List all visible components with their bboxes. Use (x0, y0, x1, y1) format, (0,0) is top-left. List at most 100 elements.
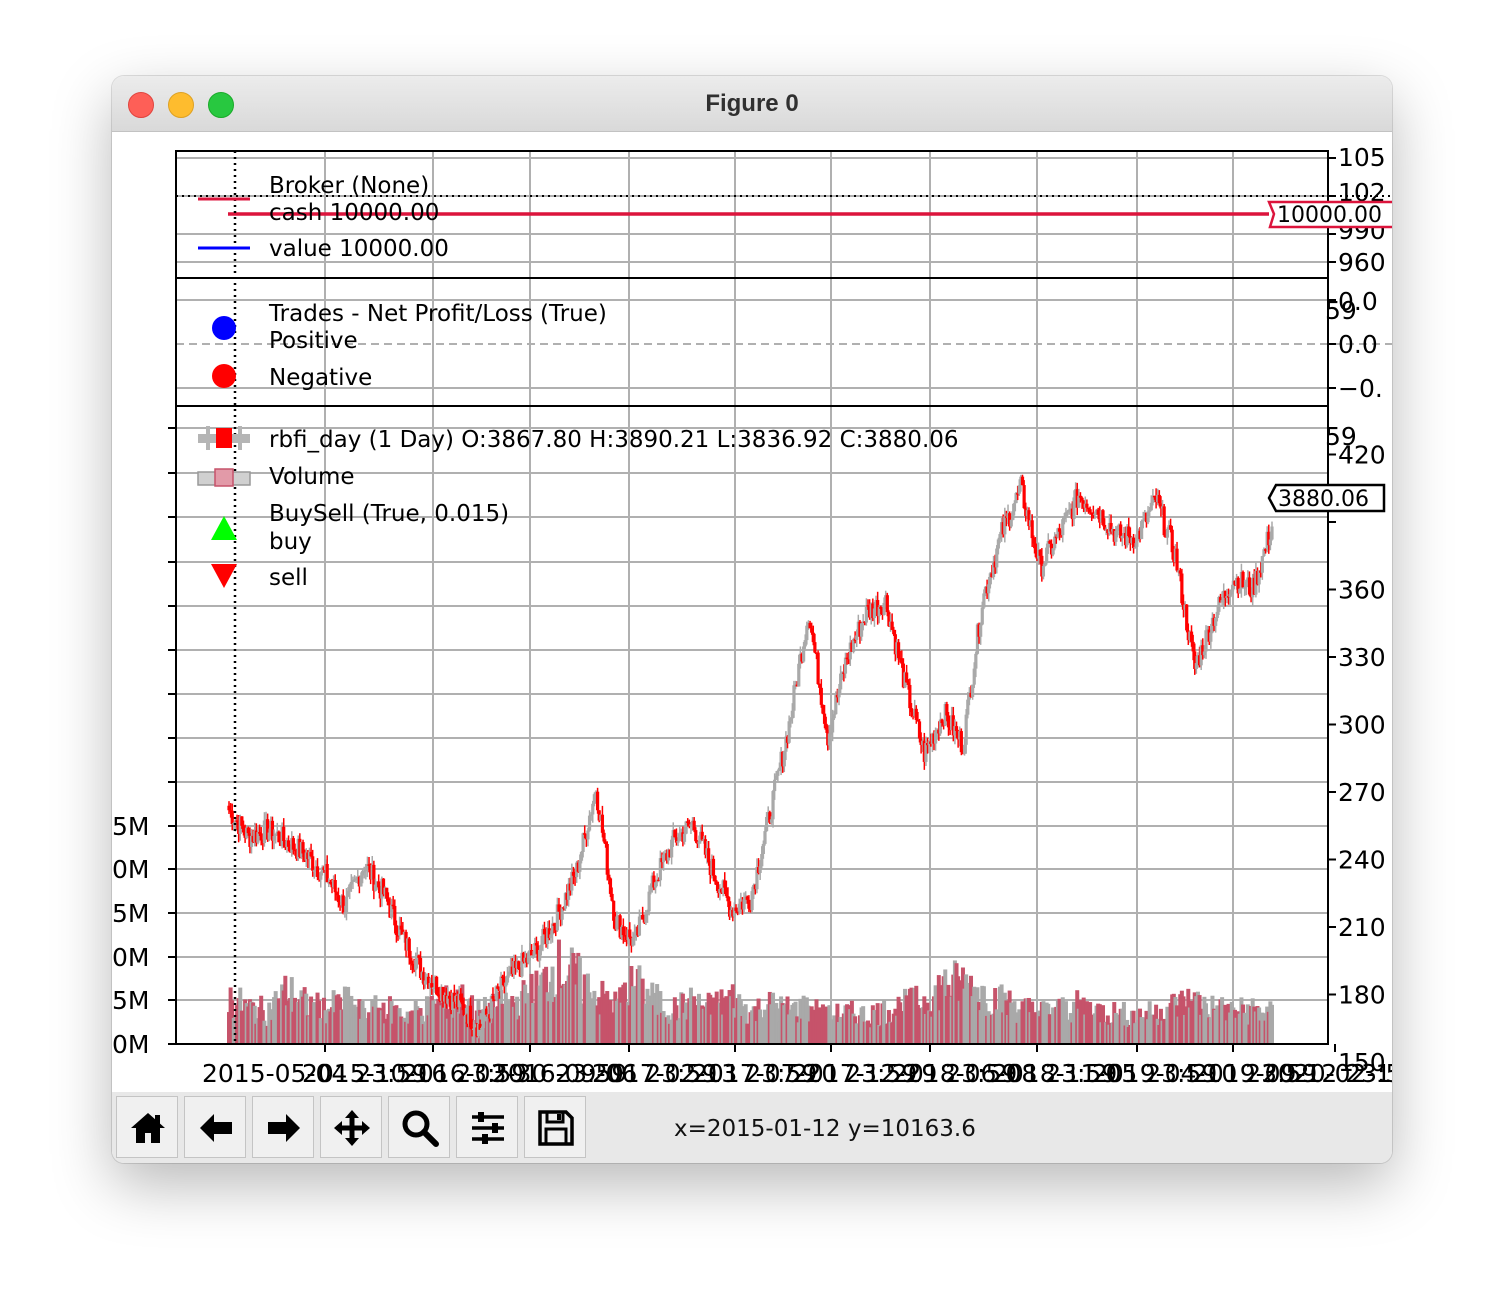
save-button[interactable] (524, 1096, 586, 1158)
volume-bar (875, 1003, 880, 1044)
candle-body (1056, 528, 1060, 538)
candle-body (330, 883, 334, 888)
candle-body (1070, 508, 1075, 520)
candle-body (826, 729, 830, 746)
candle-body (868, 606, 872, 618)
candle-body (1260, 556, 1264, 573)
zoom-button[interactable] (388, 1096, 450, 1158)
candle-body (470, 1027, 474, 1030)
candle-body (721, 880, 725, 893)
volume-bar (688, 987, 693, 1044)
back-button[interactable] (184, 1096, 246, 1158)
legend-negative-marker (212, 364, 236, 388)
close-value-tag: 3880.06 (1267, 483, 1386, 513)
candle-body (1035, 553, 1039, 559)
candle-body (296, 838, 300, 859)
candle-body (1072, 497, 1076, 520)
candle-body (509, 966, 513, 972)
candle-body (533, 943, 537, 956)
candle-body (797, 663, 801, 687)
trades-grid (176, 278, 1328, 406)
candle-body (595, 791, 600, 811)
legend-negative-label: Negative (269, 365, 372, 391)
title-bar: Figure 0 (112, 76, 1392, 132)
candle-body (642, 919, 646, 923)
candle-body (1011, 511, 1015, 520)
home-button[interactable] (116, 1096, 178, 1158)
candle-body (921, 740, 925, 746)
candle-body (378, 887, 382, 899)
candle-body (1046, 540, 1050, 548)
candle-body (407, 938, 411, 958)
candle-body (389, 904, 394, 918)
candle-body (962, 744, 967, 754)
move-icon (334, 1110, 370, 1146)
candle-body (924, 743, 928, 762)
candle-body (1051, 548, 1055, 555)
candle-body (1040, 555, 1044, 577)
candle-body (612, 900, 616, 921)
candle-body (476, 1023, 481, 1037)
candle-body (1022, 485, 1026, 509)
candle-body (1246, 577, 1250, 582)
candle-body (914, 708, 918, 720)
candle-body (850, 642, 854, 652)
candle-body (999, 522, 1004, 535)
x-tick-label: 2018-06-08 23:59 (892, 1059, 1117, 1088)
candle-body (597, 810, 601, 821)
candle-body (454, 995, 458, 1002)
candle-body (600, 814, 605, 833)
candle-body (1157, 494, 1161, 504)
candle-body (842, 672, 846, 674)
candle-body (372, 864, 376, 891)
broker-legend: Broker (None) cash 10000.00 value 10000.… (198, 173, 449, 262)
volume-bar (637, 965, 642, 1044)
pan-button[interactable] (320, 1096, 382, 1158)
candle-body (394, 925, 398, 936)
candle-body (254, 830, 258, 843)
candle-body (290, 838, 294, 853)
candle-body (488, 1014, 492, 1019)
candle-body (700, 831, 704, 840)
candle-body (1252, 577, 1256, 595)
candle-body (818, 684, 822, 688)
candle-body (417, 955, 421, 958)
configure-subplots-button[interactable] (456, 1096, 518, 1158)
candle-body (1075, 489, 1079, 508)
legend-volume-handle (197, 468, 251, 487)
minimize-window-button[interactable] (168, 92, 194, 118)
candle-body (966, 699, 970, 715)
price-right-tick: 150 (1338, 1048, 1386, 1077)
candle-body (637, 916, 642, 936)
candle-body (824, 723, 828, 730)
candle-body (1057, 528, 1062, 532)
candle-body (893, 634, 897, 655)
candle-body (737, 903, 741, 912)
candle-body (1186, 630, 1190, 641)
candle-body (494, 986, 498, 1000)
candle-body (641, 915, 645, 920)
candle-body (906, 682, 910, 685)
candle-body (550, 923, 555, 935)
candle-body (583, 833, 587, 835)
candle-body (1218, 597, 1223, 603)
price-right-tick: 270 (1338, 778, 1386, 807)
candle-body (531, 955, 535, 957)
candle-body (827, 733, 831, 746)
candle-body (538, 949, 542, 961)
candle-body (1138, 530, 1142, 539)
candle-body (851, 639, 856, 652)
candle-body (946, 715, 951, 728)
candle-body (1210, 617, 1215, 633)
figure-canvas[interactable]: 105 102 990 960 0.0 0.0 −0. 59 420 360 330… (112, 132, 1392, 1092)
candle-body (1230, 589, 1234, 595)
forward-button[interactable] (252, 1096, 314, 1158)
candle-body (1265, 531, 1269, 550)
candle-body (708, 862, 712, 875)
candle-body (393, 905, 397, 926)
candle-body (459, 993, 463, 1001)
candle-body (755, 867, 759, 890)
close-window-button[interactable] (128, 92, 154, 118)
volume-left-axis: 5M 0M 5M 0M 5M 0M (112, 812, 149, 1059)
zoom-window-button[interactable] (208, 92, 234, 118)
